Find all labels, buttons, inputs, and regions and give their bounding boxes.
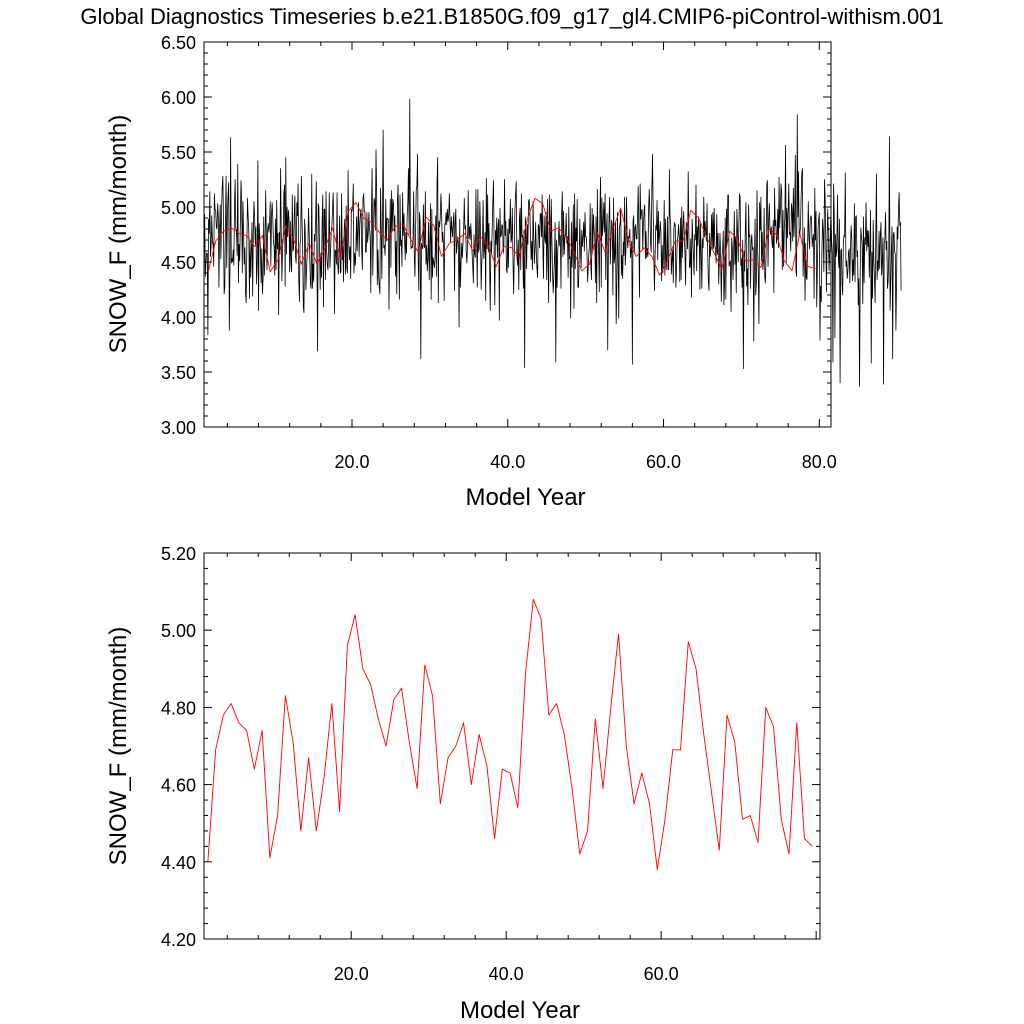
y-tick-label: 4.60 [161,776,196,796]
chart-title: Global Diagnostics Timeseries b.e21.B185… [80,4,943,29]
bottom-panel: 4.20 4.40 4.60 4.80 5.00 5.20 20.0 40.0 60.0 Mode… [105,544,821,1024]
annual-series-line [207,598,813,870]
y-tick-label: 4.40 [161,853,196,873]
x-tick-label: 20.0 [334,964,369,984]
x-tick-label: 20.0 [334,452,369,472]
y-tick-label: 4.50 [161,253,196,273]
plot-frame [203,41,832,428]
annual-series-line [207,197,816,276]
y-tick-label: 6.00 [161,88,196,108]
x-axis-label: Model Year [465,484,585,511]
y-tick-label: 4.80 [161,698,196,718]
y-tick-label: 4.20 [161,930,196,950]
y-tick-label: 3.50 [161,363,196,383]
x-axis-label: Model Year [460,997,580,1024]
x-tick-label: 60.0 [644,964,679,984]
y-tick-label: 3.00 [161,418,196,438]
x-tick-label: 40.0 [489,964,524,984]
y-tick-label: 6.50 [161,33,196,53]
y-tick-label: 5.50 [161,143,196,163]
x-tick-label: 40.0 [490,452,525,472]
top-panel: 3.00 3.50 4.00 4.50 5.00 5.50 6.00 6.50 20.0 40.0… [105,33,902,511]
monthly-series-line [203,98,902,387]
y-tick-label: 4.00 [161,308,196,328]
y-tick-label: 5.00 [161,621,196,641]
plot-frame [203,552,821,940]
y-axis-label: SNOW_F (mm/month) [105,115,132,354]
y-axis-label: SNOW_F (mm/month) [105,627,132,866]
y-tick-label: 5.00 [161,198,196,218]
x-tick-label: 60.0 [646,452,681,472]
y-tick-label: 5.20 [161,544,196,564]
x-tick-label: 80.0 [802,452,837,472]
